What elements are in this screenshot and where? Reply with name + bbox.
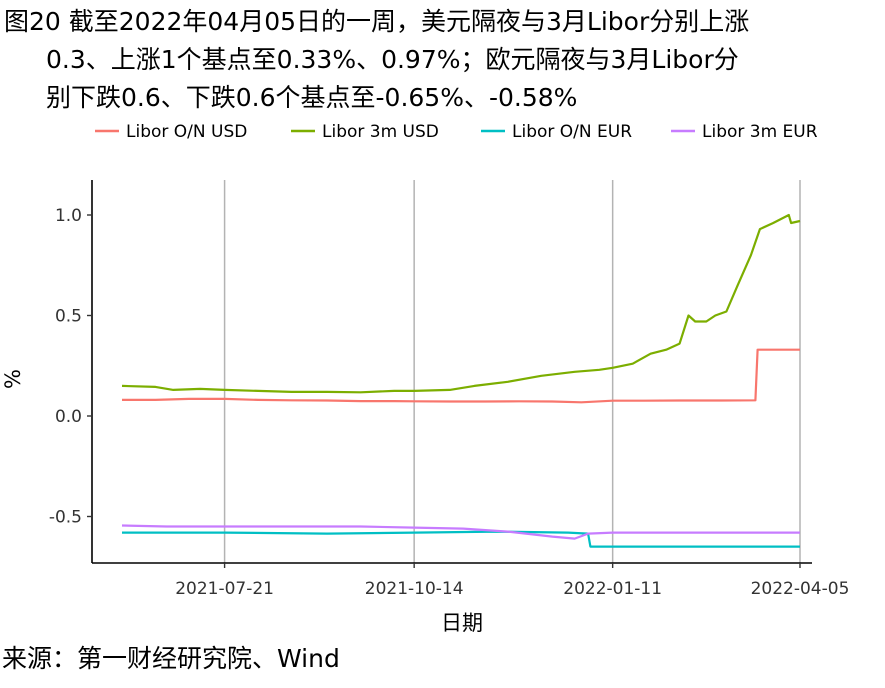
y-axis-title: % [1, 369, 25, 389]
x-tick-label-0: 2021-07-21 [175, 579, 274, 599]
axes: -0.5 0.0 0.5 1.0 2021-07-21 2021-10-14 2022-01… [49, 180, 850, 599]
y-tick-label-1: 0.0 [55, 407, 82, 427]
x-tick-label-1: 2021-10-14 [365, 579, 464, 599]
line-chart: Libor O/N USD Libor 3m USD Libor O/N EUR Li… [1, 122, 850, 635]
series-line-3 [121, 524, 800, 540]
legend-label-3: Libor 3m EUR [702, 122, 818, 142]
series-line-1 [121, 213, 801, 394]
legend-label-1: Libor 3m USD [322, 122, 439, 142]
chart-title-line-3: 别下跌0.6、下跌0.6个基点至-0.65%、-0.58% [46, 83, 578, 112]
chart-title-line-2: 0.3、上涨1个基点至0.33%、0.97%；欧元隔夜与3月Libor分 [46, 45, 739, 74]
legend-label-2: Libor O/N EUR [512, 122, 632, 142]
legend-label-0: Libor O/N USD [126, 122, 247, 142]
chart-title-line-1: 图20 截至2022年04月05日的一周，美元隔夜与3月Libor分别上涨 [4, 7, 750, 36]
x-tick-label-3: 2022-04-05 [751, 579, 850, 599]
y-tick-label-0: -0.5 [49, 508, 82, 528]
source-note: 来源：第一财经研究院、Wind [2, 644, 340, 673]
y-tick-label-3: 1.0 [55, 206, 82, 226]
series-line-2 [122, 530, 800, 548]
x-axis-title: 日期 [441, 611, 483, 635]
x-tick-label-2: 2022-01-11 [563, 579, 662, 599]
series-line-0 [122, 348, 800, 404]
y-tick-label-2: 0.5 [55, 307, 82, 327]
grid [223, 180, 801, 563]
series-group [121, 213, 801, 548]
legend: Libor O/N USD Libor 3m USD Libor O/N EUR Li… [95, 122, 818, 142]
